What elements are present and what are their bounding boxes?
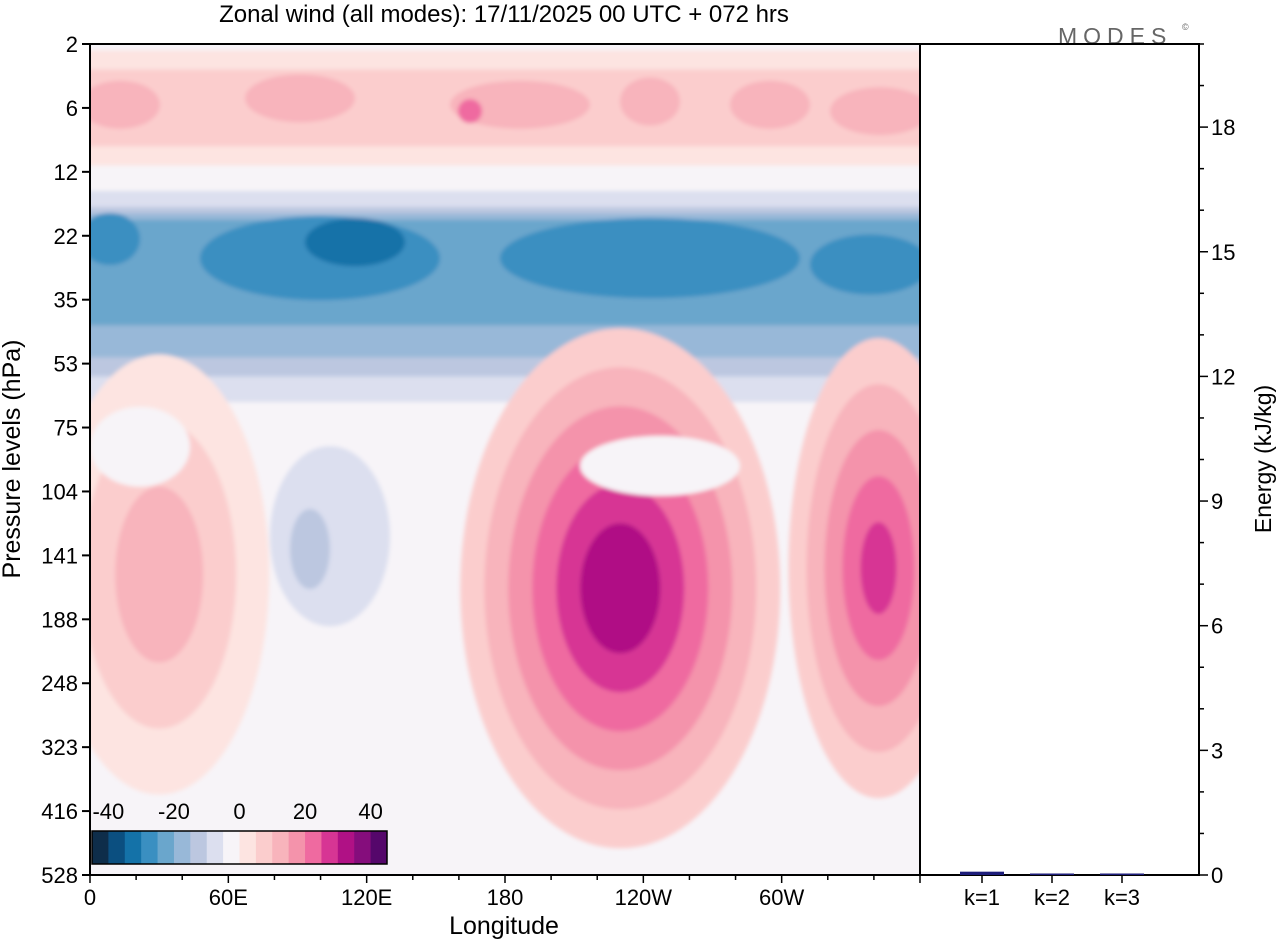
y-tick-label: 2 (66, 32, 78, 57)
energy-axis: 0 3 6 9 12 15 18 (1199, 43, 1235, 888)
y-tick-label: 188 (41, 607, 78, 632)
weak-easterly (580, 435, 740, 496)
y-tick-label: 53 (54, 352, 78, 377)
colorbar-swatch (206, 831, 224, 864)
energy-tick-label: 3 (1211, 738, 1223, 763)
y-tick-label: 248 (41, 671, 78, 696)
y-tick-label: 528 (41, 863, 78, 888)
y-tick-label: 6 (66, 96, 78, 121)
energy-category-label: k=1 (964, 885, 1000, 910)
x-tick-label: 60W (759, 885, 804, 910)
x-tick-label: 0 (84, 885, 96, 910)
colorbar-swatch (108, 831, 126, 864)
easterly-core (500, 218, 800, 299)
energy-tick-label: 9 (1211, 489, 1223, 514)
weak-easterly (270, 446, 390, 627)
y-tick-label: 104 (41, 479, 78, 504)
y-tick-label: 323 (41, 735, 78, 760)
x-tick-label: 120W (615, 885, 673, 910)
colorbar-swatch (239, 831, 257, 864)
energy-tick-label: 0 (1211, 863, 1223, 888)
energy-category-label: k=2 (1034, 885, 1070, 910)
colorbar-swatch (223, 831, 240, 864)
x-tick-label: 120E (341, 885, 392, 910)
westerly-jet-contour (580, 523, 661, 654)
colorbar-tick-label: -20 (158, 799, 190, 824)
upper-westerly-core (458, 99, 482, 124)
easterly-core (810, 234, 920, 295)
colorbar-swatch (92, 831, 109, 864)
x-tick-label: 60E (209, 885, 248, 910)
colorbar-tick-label: -40 (92, 799, 124, 824)
colorbar-tick-label: 0 (233, 799, 245, 824)
energy-tick-label: 15 (1211, 240, 1235, 265)
upper-westerly-core (730, 80, 810, 129)
y-tick-label: 35 (54, 288, 78, 313)
colorbar-swatch (288, 831, 306, 864)
colorbar-swatch (173, 831, 191, 864)
energy-tick-label: 6 (1211, 614, 1223, 639)
colorbar-swatch (190, 831, 208, 864)
colorbar: -40 -20 0 20 40 (91, 799, 388, 865)
westerly-jet-contour (115, 486, 204, 663)
colorbar-swatch (157, 831, 175, 864)
colorbar-frame (91, 830, 388, 865)
colorbar-swatch (255, 831, 273, 864)
colorbar-tick-label: 40 (358, 799, 382, 824)
energy-tick-label: 12 (1211, 364, 1235, 389)
colorbar-swatch (370, 831, 388, 864)
upper-westerly-core (450, 80, 590, 129)
colorbar-swatch (337, 831, 355, 864)
x-axis: 0 60E 120E 180 120W 60W (84, 875, 921, 910)
upper-westerly-core (245, 74, 355, 123)
y-tick-label: 75 (54, 416, 78, 441)
energy-axis-label: Energy (kJ/kg) (1250, 385, 1276, 533)
colorbar-swatch (321, 831, 339, 864)
logo-copyright-mark: © (1182, 22, 1189, 32)
energy-category-label: k=3 (1104, 885, 1140, 910)
y-axis-label: Pressure levels (hPa) (0, 340, 26, 579)
y-tick-label: 12 (54, 160, 78, 185)
upper-westerly-core (90, 80, 160, 129)
upper-westerly-core (830, 87, 920, 136)
energy-bars: k=1 k=2 k=3 (960, 871, 1144, 910)
energy-panel-frame (919, 43, 1200, 876)
y-tick-label: 141 (41, 543, 78, 568)
colorbar-tick-label: 20 (293, 799, 317, 824)
y-tick-label: 416 (41, 799, 78, 824)
energy-bar (1100, 873, 1144, 875)
colorbar-swatch (305, 831, 322, 864)
y-axis: 2 6 12 22 35 53 75 104 141 188 248 323 416 528 (41, 32, 90, 888)
colorbar-swatch (272, 831, 290, 864)
colorbar-swatch (354, 831, 372, 864)
energy-bar (1030, 873, 1074, 875)
weak-easterly (290, 508, 330, 589)
chart-title: Zonal wind (all modes): 17/11/2025 00 UT… (219, 1, 789, 28)
easterly-core (90, 212, 140, 265)
westerly-jet-contour (860, 522, 897, 615)
y-tick-label: 22 (54, 224, 78, 249)
heatmap-field (90, 44, 920, 875)
upper-westerly-core (620, 77, 680, 126)
easterly-core (305, 218, 405, 267)
colorbar-swatch (124, 831, 142, 864)
weak-easterly (90, 406, 190, 487)
energy-bar (960, 871, 1004, 875)
energy-tick-label: 18 (1211, 115, 1235, 140)
x-axis-label: Longitude (449, 912, 559, 940)
easterly-band (90, 219, 920, 326)
x-tick-label: 180 (487, 885, 524, 910)
colorbar-swatch (141, 831, 159, 864)
